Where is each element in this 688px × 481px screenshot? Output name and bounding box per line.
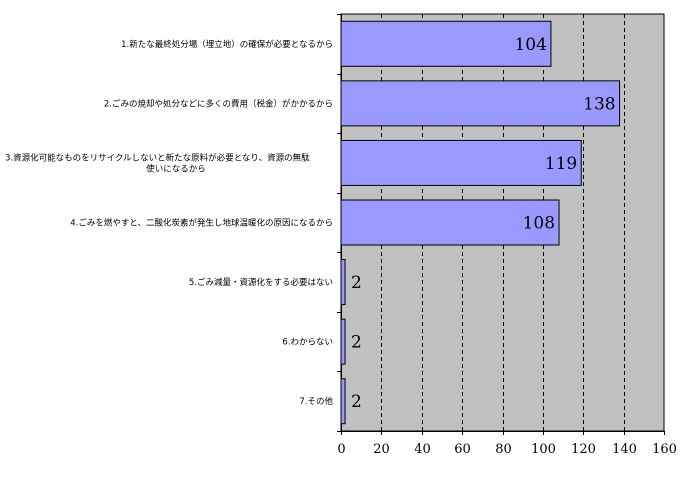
category-label-line: 使いになるから (146, 163, 206, 174)
bar (340, 139, 582, 186)
data-label: 2 (351, 333, 362, 353)
x-tick-label: 140 (612, 442, 637, 457)
category-label-line: 6.わからない (282, 338, 333, 348)
x-tick-label: 120 (571, 442, 596, 457)
bar (340, 378, 346, 425)
data-label: 104 (514, 35, 546, 55)
category-label: 5.ごみ減量・資源化をする必要はない (189, 277, 333, 288)
category-label: 4.ごみを燃やすと、二酸化炭素が発生し地球温暖化の原因になるから (70, 218, 333, 229)
category-label: 3.資源化可能なものをリサイクルしないと新たな原料が必要となり、資源の無駄使いに… (5, 152, 310, 174)
category-label-line: 1.新たな最終処分場（埋立地）の確保が必要となるから (121, 39, 333, 50)
bar (340, 80, 621, 127)
category-label: 2.ごみの焼却や処分などに多くの費用（税金）がかかるから (104, 98, 333, 109)
x-tick-label: 0 (337, 442, 345, 457)
bar (340, 199, 560, 246)
x-tick-label: 60 (454, 442, 471, 457)
category-label-line: 4.ごみを燃やすと、二酸化炭素が発生し地球温暖化の原因になるから (70, 218, 333, 229)
category-label: 7.その他 (299, 396, 333, 407)
category-label-line: 7.その他 (299, 396, 333, 407)
category-label-line: 3.資源化可能なものをリサイクルしないと新たな原料が必要となり、資源の無駄 (5, 152, 310, 163)
category-label: 6.わからない (282, 338, 333, 348)
data-label: 138 (583, 94, 615, 114)
data-label: 108 (523, 214, 555, 234)
data-label: 2 (351, 273, 362, 293)
data-label: 119 (545, 154, 577, 174)
data-label: 2 (351, 392, 362, 412)
bar (340, 20, 552, 67)
category-label: 1.新たな最終処分場（埋立地）の確保が必要となるから (121, 39, 333, 50)
bar (340, 318, 346, 365)
x-tick-label: 160 (652, 442, 677, 457)
category-label-line: 5.ごみ減量・資源化をする必要はない (189, 277, 333, 288)
category-label-line: 2.ごみの焼却や処分などに多くの費用（税金）がかかるから (104, 98, 333, 109)
x-tick-label: 20 (373, 442, 390, 457)
x-tick-label: 100 (531, 442, 556, 457)
bar (340, 259, 346, 306)
x-tick-label: 40 (414, 442, 431, 457)
x-tick-label: 80 (495, 442, 512, 457)
